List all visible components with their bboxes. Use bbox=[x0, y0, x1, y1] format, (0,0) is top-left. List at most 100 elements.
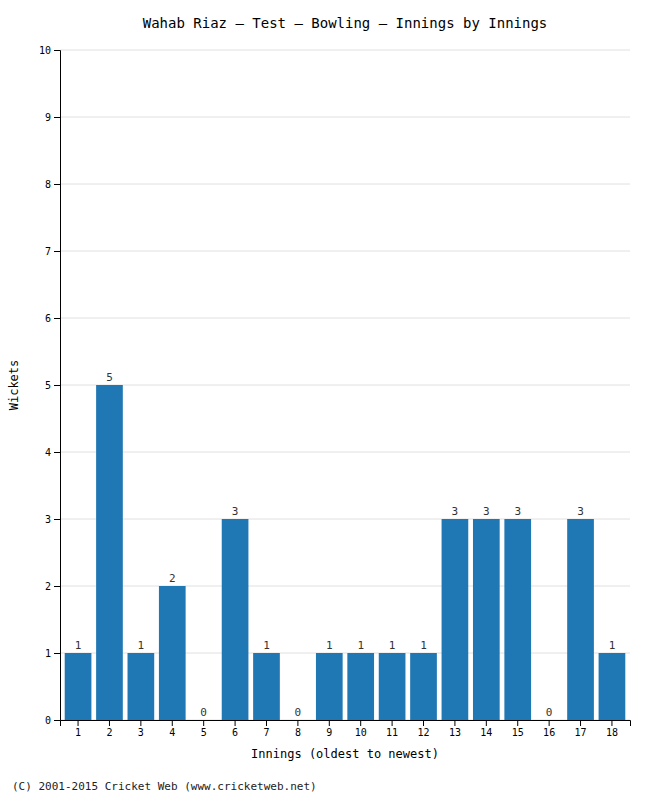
tick: 10 bbox=[39, 45, 60, 56]
bar bbox=[253, 653, 280, 720]
data-label: 1 bbox=[263, 639, 270, 652]
bar bbox=[504, 519, 531, 720]
tick: 4 bbox=[45, 447, 60, 458]
tick-label: 1 bbox=[45, 648, 51, 659]
bar bbox=[190, 720, 217, 721]
data-label: 0 bbox=[546, 706, 553, 719]
tick: 2 bbox=[45, 581, 60, 592]
tick-mark bbox=[235, 720, 236, 726]
data-label: 1 bbox=[609, 639, 616, 652]
tick: 1 bbox=[75, 720, 81, 738]
tick-mark bbox=[54, 519, 60, 520]
tick: 3 bbox=[45, 514, 60, 525]
data-label: 1 bbox=[138, 639, 145, 652]
tick: 8 bbox=[45, 179, 60, 190]
chart: 1512031011113330311234567891011121314151… bbox=[0, 0, 650, 800]
tick-mark bbox=[517, 720, 518, 726]
tick-mark bbox=[203, 720, 204, 726]
data-label: 1 bbox=[420, 639, 427, 652]
tick-label: 6 bbox=[232, 727, 238, 738]
tick-mark bbox=[54, 385, 60, 386]
tick-mark bbox=[140, 720, 141, 726]
tick-mark bbox=[297, 720, 298, 726]
grid-line bbox=[60, 50, 630, 51]
data-label: 0 bbox=[295, 706, 302, 719]
tick-mark bbox=[109, 720, 110, 726]
grid-line bbox=[60, 117, 630, 118]
tick-mark bbox=[392, 720, 393, 726]
bar bbox=[567, 519, 594, 720]
data-label: 3 bbox=[577, 505, 584, 518]
bar bbox=[379, 653, 406, 720]
tick-mark bbox=[580, 720, 581, 726]
tick: 9 bbox=[45, 112, 60, 123]
tick: 10 bbox=[355, 720, 367, 738]
tick-mark bbox=[329, 720, 330, 726]
tick-label: 3 bbox=[45, 514, 51, 525]
tick: 3 bbox=[138, 720, 144, 738]
tick: 16 bbox=[543, 720, 555, 738]
tick-mark bbox=[54, 318, 60, 319]
tick-mark bbox=[423, 720, 424, 726]
tick-label: 6 bbox=[45, 313, 51, 324]
tick-label: 4 bbox=[45, 447, 51, 458]
bar bbox=[222, 519, 249, 720]
title: Wahab Riaz – Test – Bowling – Innings by… bbox=[143, 15, 548, 31]
tick-mark bbox=[266, 720, 267, 726]
tick: 0 bbox=[45, 715, 60, 726]
tick-mark bbox=[54, 452, 60, 453]
tick: 11 bbox=[386, 720, 398, 738]
tick-mark bbox=[78, 720, 79, 726]
tick-label: 9 bbox=[45, 112, 51, 123]
tick-mark bbox=[54, 251, 60, 252]
tick-label: 13 bbox=[449, 727, 461, 738]
grid-line bbox=[60, 184, 630, 185]
tick-mark bbox=[454, 720, 455, 726]
bar bbox=[128, 653, 155, 720]
tick-label: 5 bbox=[45, 380, 51, 391]
tick-mark bbox=[549, 720, 550, 726]
tick: 18 bbox=[606, 720, 618, 738]
tick: 7 bbox=[45, 246, 60, 257]
tick-mark bbox=[54, 50, 60, 51]
grid-line bbox=[60, 519, 630, 520]
tick-label: 8 bbox=[295, 727, 301, 738]
grid-line bbox=[60, 586, 630, 587]
grid-line bbox=[60, 385, 630, 386]
tick-label: 4 bbox=[169, 727, 175, 738]
tick-label: 8 bbox=[45, 179, 51, 190]
bar bbox=[599, 653, 626, 720]
footer: (C) 2001-2015 Cricket Web (www.cricketwe… bbox=[12, 780, 317, 793]
tick-label: 14 bbox=[480, 727, 492, 738]
tick: 15 bbox=[512, 720, 524, 738]
data-label: 3 bbox=[483, 505, 490, 518]
axis-line bbox=[61, 721, 631, 727]
tick-label: 3 bbox=[138, 727, 144, 738]
tick-label: 1 bbox=[75, 727, 81, 738]
tick-label: 17 bbox=[575, 727, 587, 738]
tick-label: 10 bbox=[39, 45, 51, 56]
tick-label: 0 bbox=[45, 715, 51, 726]
bars bbox=[65, 385, 626, 720]
data-label: 3 bbox=[452, 505, 459, 518]
bar bbox=[442, 519, 469, 720]
tick: 2 bbox=[106, 720, 112, 738]
tick-mark bbox=[172, 720, 173, 726]
tick: 1 bbox=[45, 648, 60, 659]
data-label: 1 bbox=[326, 639, 333, 652]
tick: 9 bbox=[326, 720, 332, 738]
data-label: 3 bbox=[232, 505, 239, 518]
data-label: 3 bbox=[514, 505, 521, 518]
tick-label: 9 bbox=[326, 727, 332, 738]
bar bbox=[96, 385, 123, 720]
y-axis: 0 1 2 3 4 5 6 7 8 9 10 bbox=[39, 45, 61, 726]
tick-mark bbox=[54, 184, 60, 185]
tick-label: 12 bbox=[417, 727, 429, 738]
grid-line bbox=[60, 452, 630, 453]
x-axis: 123456789101112131415161718 bbox=[61, 720, 631, 738]
grid-line bbox=[60, 251, 630, 252]
grid-line bbox=[60, 318, 630, 319]
tick-label: 10 bbox=[355, 727, 367, 738]
data-label: 5 bbox=[106, 371, 113, 384]
data-label: 1 bbox=[389, 639, 396, 652]
